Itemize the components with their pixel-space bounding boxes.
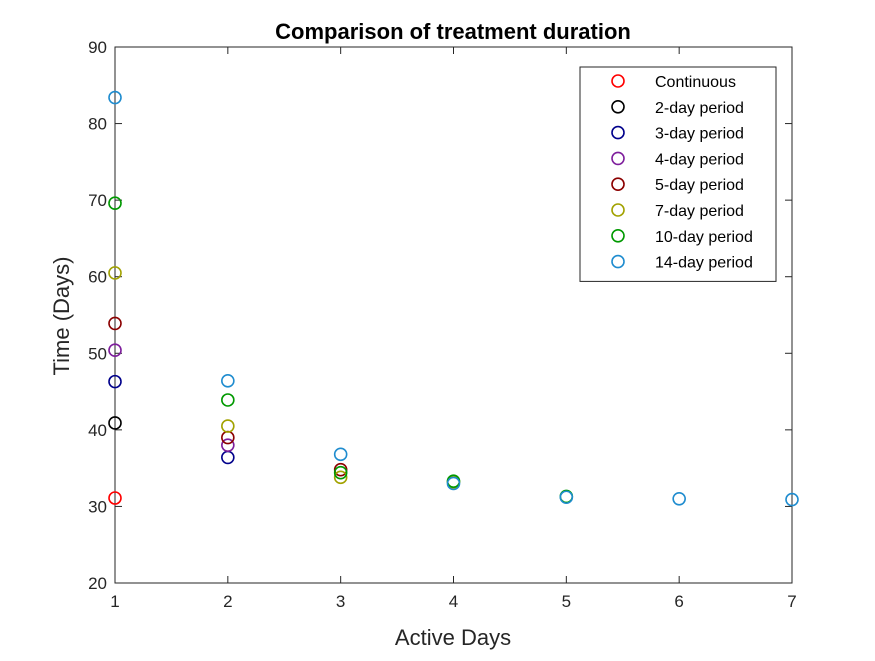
legend-marker: [611, 100, 625, 114]
data-point: [446, 476, 461, 491]
legend-label: 4-day period: [655, 151, 744, 168]
x-axis-label: Active Days: [395, 625, 511, 650]
legend-label: 2-day period: [655, 100, 744, 117]
plot-area: 1 2 3 4 5 6 7 20 30 40 50 60 70 80 90: [88, 38, 799, 611]
data-point: [108, 491, 122, 505]
legend-marker: [611, 151, 625, 166]
data-point: [333, 465, 348, 480]
x-tick-label: 1: [110, 592, 119, 611]
data-point: [108, 90, 122, 105]
series-14-day-period: [108, 90, 799, 507]
x-tick-label: 4: [449, 592, 458, 611]
legend-label: 14-day period: [655, 255, 753, 272]
x-tick-label: 5: [562, 592, 571, 611]
legend-label: 10-day period: [655, 229, 753, 246]
y-axis-label: Time (Days): [49, 257, 74, 376]
data-point: [221, 393, 235, 407]
y-tick-label: 80: [88, 115, 107, 134]
legend-marker: [611, 177, 625, 191]
y-tick-label: 20: [88, 574, 107, 593]
y-tick-label: 70: [88, 191, 107, 210]
legend-marker: [611, 74, 625, 88]
data-point: [221, 438, 235, 452]
legend-marker: [611, 254, 625, 269]
data-point: [221, 419, 235, 433]
data-point: [108, 266, 122, 280]
legend-marker: [611, 229, 625, 243]
data-point: [559, 490, 574, 505]
y-tick-label: 50: [88, 344, 107, 363]
series-continuous: [108, 491, 122, 505]
y-tick-label: 30: [88, 497, 107, 516]
data-point: [672, 491, 686, 506]
legend-marker: [611, 203, 625, 217]
series-4-day-period: [108, 343, 235, 452]
data-point: [108, 374, 122, 389]
data-point: [108, 196, 122, 211]
data-point: [108, 343, 122, 358]
x-tick-label: 6: [674, 592, 683, 611]
series-2-day-period: [108, 416, 122, 430]
legend: Continuous 2-day period 3-day period 4-day …: [579, 66, 777, 282]
y-tick-label: 60: [88, 268, 107, 287]
x-tick-label: 2: [223, 592, 232, 611]
legend-label: 5-day period: [655, 177, 744, 194]
legend-marker: [611, 125, 625, 140]
legend-label: Continuous: [655, 74, 736, 91]
legend-label: 7-day period: [655, 203, 744, 220]
x-tick-label: 7: [787, 592, 796, 611]
data-point: [333, 447, 348, 462]
data-point: [108, 416, 122, 430]
data-point: [333, 470, 348, 485]
chart-title: Comparison of treatment duration: [275, 19, 631, 44]
data-point: [785, 492, 799, 507]
x-tick-label: 3: [336, 592, 345, 611]
y-tick-label: 40: [88, 421, 107, 440]
legend-label: 3-day period: [655, 126, 744, 143]
data-point: [221, 374, 235, 388]
data-point: [108, 316, 122, 331]
y-tick-label: 90: [88, 38, 107, 57]
